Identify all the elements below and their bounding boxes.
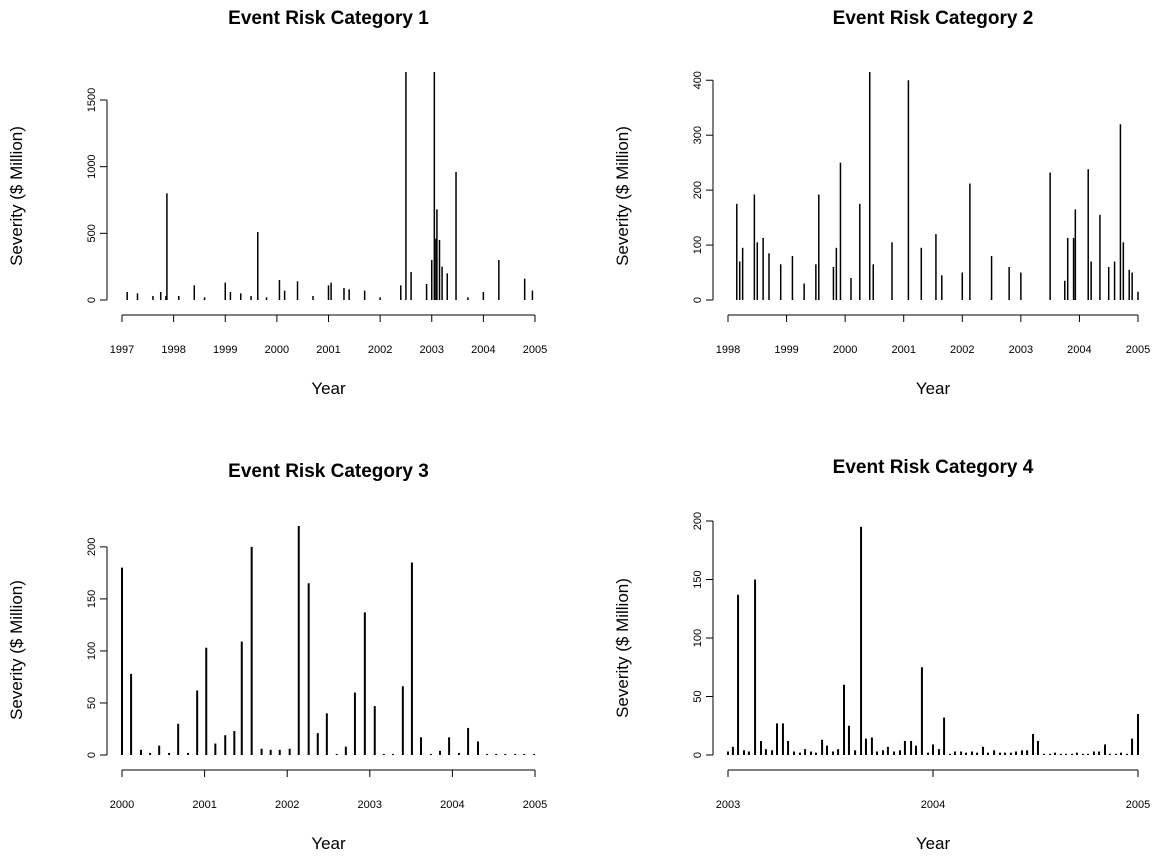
x-tick-label: 2003 [420,344,444,356]
x-tick-label: 1999 [774,344,798,356]
y-tick-label: 50 [86,697,98,709]
x-tick-label: 2003 [716,799,740,811]
x-tick-label: 2002 [950,344,974,356]
panel: Event Risk Category 3 Year Severity ($ Mil… [7,461,547,853]
x-axis-label: Year [311,834,346,853]
x-axis-label: Year [916,834,951,853]
x-tick-label: 2004 [1067,344,1091,356]
y-tick-label: 1500 [86,88,98,112]
y-tick-label: 0 [86,297,98,303]
x-tick-label: 2005 [523,799,547,811]
y-tick-label: 200 [86,538,98,556]
y-tick-label: 400 [692,71,704,89]
x-tick-label: 1999 [213,344,237,356]
x-tick-label: 2004 [471,344,495,356]
panel: Event Risk Category 4 Year Severity ($ Mil… [613,457,1150,853]
x-tick-label: 2002 [275,799,299,811]
panel-title: Event Risk Category 4 [833,457,1034,478]
y-tick-label: 300 [692,126,704,144]
x-tick-label: 2005 [523,344,547,356]
x-tick-label: 1998 [161,344,185,356]
y-tick-label: 0 [692,752,704,758]
x-axis-label: Year [311,379,346,398]
panel-title: Event Risk Category 2 [833,8,1034,29]
x-tick-label: 2004 [440,799,464,811]
x-tick-label: 2000 [833,344,857,356]
y-tick-label: 200 [692,512,704,530]
y-tick-label: 1000 [86,154,98,178]
x-tick-label: 2001 [891,344,915,356]
y-tick-label: 150 [692,570,704,588]
y-tick-label: 200 [692,181,704,199]
y-axis-label: Severity ($ Million) [7,580,26,720]
panel: Event Risk Category 1 Year Severity ($ Mil… [7,8,547,398]
x-tick-label: 2001 [316,344,340,356]
y-axis-label: Severity ($ Million) [613,126,632,266]
y-tick-label: 100 [692,629,704,647]
panel-title: Event Risk Category 3 [228,461,429,482]
x-tick-label: 1997 [110,344,134,356]
x-tick-label: 2004 [921,799,945,811]
x-tick-label: 1998 [716,344,740,356]
x-axis-label: Year [916,379,951,398]
x-tick-label: 2005 [1126,344,1150,356]
y-tick-label: 0 [86,752,98,758]
x-tick-label: 2005 [1126,799,1150,811]
x-tick-label: 2000 [265,344,289,356]
x-tick-label: 2003 [1009,344,1033,356]
x-tick-label: 2002 [368,344,392,356]
x-tick-label: 2001 [192,799,216,811]
y-tick-label: 100 [86,642,98,660]
y-tick-label: 50 [692,690,704,702]
y-tick-label: 100 [692,236,704,254]
x-tick-label: 2003 [358,799,382,811]
panel: Event Risk Category 2 Year Severity ($ Mil… [613,8,1150,398]
y-tick-label: 150 [86,590,98,608]
x-tick-label: 2000 [110,799,134,811]
y-tick-label: 500 [86,224,98,242]
y-axis-label: Severity ($ Million) [613,578,632,718]
y-axis-label: Severity ($ Million) [7,126,26,266]
panel-title: Event Risk Category 1 [228,8,429,29]
y-tick-label: 0 [692,297,704,303]
